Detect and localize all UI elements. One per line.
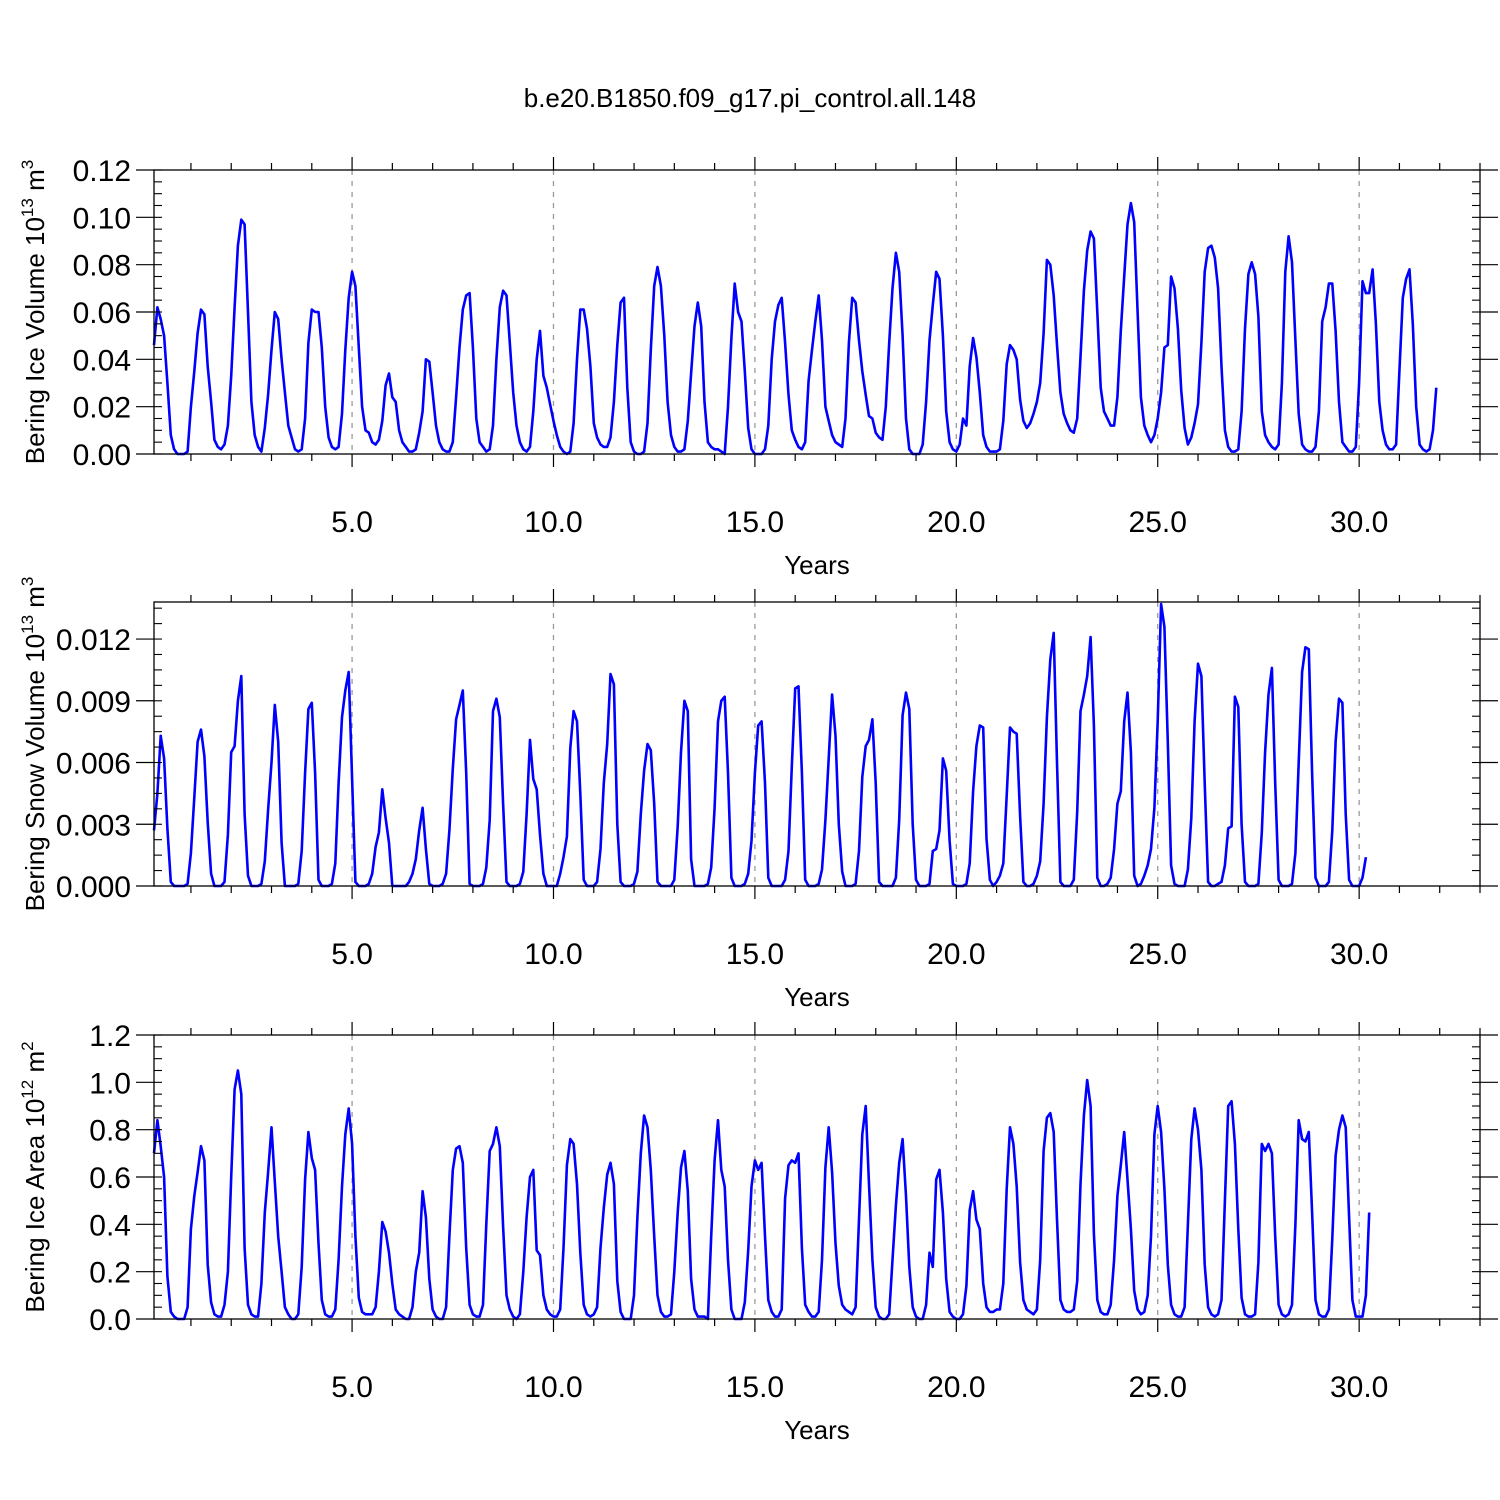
y-tick-label: 0.4 <box>89 1209 131 1242</box>
y-label-main: Bering Ice Area 10 <box>20 1099 50 1313</box>
figure-title: b.e20.B1850.f09_g17.pi_control.all.148 <box>524 83 976 113</box>
x-tick-label: 25.0 <box>1129 938 1187 971</box>
x-tick-label: 10.0 <box>524 1371 582 1404</box>
x-tick-label: 30.0 <box>1330 1371 1388 1404</box>
x-tick-label: 25.0 <box>1129 506 1187 539</box>
y-tick-label: 0.6 <box>89 1162 131 1195</box>
y-label-unit-exponent: 2 <box>18 1041 37 1050</box>
x-tick-label: 5.0 <box>331 1371 373 1404</box>
x-tick-label: 30.0 <box>1330 506 1388 539</box>
panel-snow-volume: 5.0 10.0 15.0 20.0 25.0 30.0 0.000 0.003 0.006 0.… <box>18 577 1498 1012</box>
y-label-unit: m <box>20 1051 50 1080</box>
y-label-main: Bering Ice Volume 10 <box>20 217 50 464</box>
x-tick-label: 15.0 <box>726 506 784 539</box>
y-label-exponent: 13 <box>18 615 37 634</box>
x-tick-label: 5.0 <box>331 506 373 539</box>
panel-ice-area: 5.0 10.0 15.0 20.0 25.0 30.0 0.0 0.2 0.4 0.6 0.8 1.… <box>18 1020 1498 1445</box>
y-tick-label: 0.009 <box>56 686 131 719</box>
y-label-exponent: 13 <box>18 198 37 217</box>
y-tick-label: 0.00 <box>73 439 131 472</box>
x-tick-label: 20.0 <box>927 1371 985 1404</box>
y-tick-label: 0.2 <box>89 1257 131 1290</box>
series-line <box>152 602 1368 888</box>
y-tick-label: 0.04 <box>73 344 131 377</box>
y-label-main: Bering Snow Volume 10 <box>20 634 50 912</box>
y-tick-label: 1.2 <box>89 1020 131 1053</box>
x-tick-label: 25.0 <box>1129 1371 1187 1404</box>
y-tick-label: 0.006 <box>56 748 131 781</box>
y-tick-label: 0.10 <box>73 202 131 235</box>
y-tick-label: 0.06 <box>73 297 131 330</box>
x-tick-label: 15.0 <box>726 938 784 971</box>
y-tick-label: 1.0 <box>89 1067 131 1100</box>
y-label-unit: m <box>20 586 50 615</box>
x-tick-label: 10.0 <box>524 506 582 539</box>
y-label-exponent: 12 <box>18 1080 37 1099</box>
y-label-unit-exponent: 3 <box>18 577 37 586</box>
y-tick-label: 0.12 <box>73 155 131 188</box>
y-tick-label: 0.003 <box>56 809 131 842</box>
y-axis-label: Bering Snow Volume 1013 m3 <box>18 577 50 912</box>
series-line <box>152 201 1438 456</box>
y-axis-label: Bering Ice Area 1012 m2 <box>18 1041 50 1312</box>
x-tick-label: 20.0 <box>927 506 985 539</box>
x-axis-label: Years <box>784 1415 850 1445</box>
y-label-unit-exponent: 3 <box>18 160 37 169</box>
y-tick-label: 0.02 <box>73 392 131 425</box>
plot-frame <box>153 601 1481 887</box>
x-tick-label: 20.0 <box>927 938 985 971</box>
y-tick-label: 0.0 <box>89 1304 131 1337</box>
x-tick-label: 10.0 <box>524 938 582 971</box>
x-axis-label: Years <box>784 550 850 580</box>
x-tick-label: 30.0 <box>1330 938 1388 971</box>
panel-ice-volume: 5.0 10.0 15.0 20.0 25.0 30.0 0.00 0.02 0.04 0.06 0… <box>18 155 1498 580</box>
y-axis-label: Bering Ice Volume 1013 m3 <box>18 160 50 464</box>
y-label-unit: m <box>20 169 50 198</box>
y-tick-label: 0.012 <box>56 624 131 657</box>
x-tick-label: 5.0 <box>331 938 373 971</box>
y-tick-label: 0.08 <box>73 250 131 283</box>
x-axis-label: Years <box>784 982 850 1012</box>
panels: 5.0 10.0 15.0 20.0 25.0 30.00.000.020.040.060… <box>18 155 1498 1445</box>
y-tick-label: 0.000 <box>56 871 131 904</box>
series-line <box>152 1069 1371 1321</box>
y-tick-label: 0.8 <box>89 1115 131 1148</box>
x-tick-label: 15.0 <box>726 1371 784 1404</box>
